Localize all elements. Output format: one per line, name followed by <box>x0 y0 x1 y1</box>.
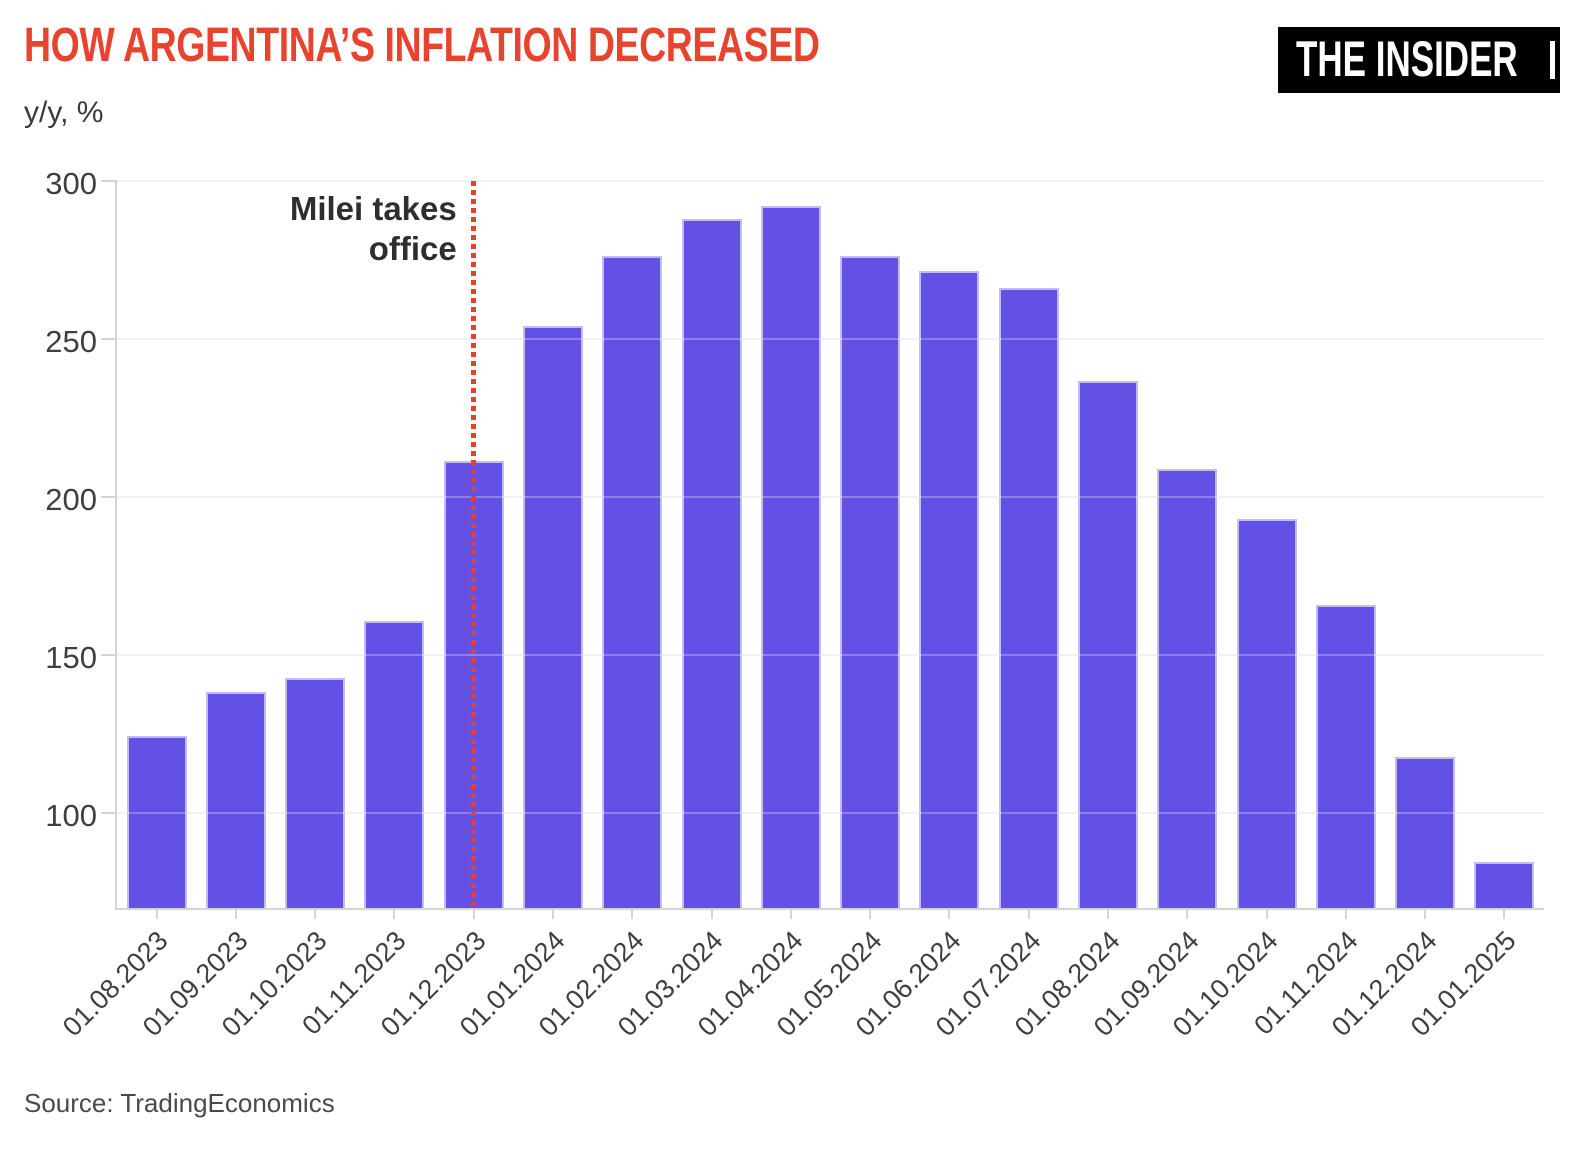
y-tick-100 <box>101 812 117 815</box>
x-tick-01.09.2023 <box>234 910 237 919</box>
bar-01.08.2023 <box>126 736 187 908</box>
x-tick-01.10.2024 <box>1265 910 1268 919</box>
bar-01.11.2023 <box>364 620 425 908</box>
y-tick-label-100: 100 <box>45 798 97 834</box>
bar-01.08.2024 <box>1077 381 1138 908</box>
y-tick-150 <box>101 654 117 657</box>
y-tick-label-200: 200 <box>45 482 97 518</box>
annotation-line2: office <box>368 230 457 267</box>
bar-01.09.2024 <box>1157 468 1218 908</box>
bar-01.06.2024 <box>919 271 980 908</box>
bar-01.05.2024 <box>840 255 901 908</box>
gridline-overlay-250 <box>117 338 1544 341</box>
x-tick-01.11.2024 <box>1344 910 1347 919</box>
x-tick-01.07.2024 <box>1027 910 1030 919</box>
bar-01.04.2024 <box>760 205 821 908</box>
x-tick-01.01.2025 <box>1503 910 1506 919</box>
bar-01.09.2023 <box>205 692 266 908</box>
x-axis-line <box>115 908 1544 910</box>
x-tick-01.09.2024 <box>1186 910 1189 919</box>
logo-cursor-bar <box>1550 41 1555 79</box>
annotation-line1: Milei takes <box>289 190 457 227</box>
y-tick-label-150: 150 <box>45 640 97 676</box>
y-axis-line <box>115 181 117 910</box>
x-tick-01.01.2024 <box>552 910 555 919</box>
y-tick-label-300: 300 <box>45 166 97 201</box>
gridline-300 <box>117 180 1544 182</box>
bar-01.10.2024 <box>1236 519 1297 908</box>
y-tick-300 <box>101 180 117 182</box>
bar-01.11.2024 <box>1315 604 1376 908</box>
bar-01.02.2024 <box>602 256 663 908</box>
gridline-overlay-100 <box>117 812 1544 815</box>
x-tick-01.08.2023 <box>155 910 158 919</box>
milei-annotation: Milei takes office <box>290 189 457 269</box>
gridline-overlay-300 <box>117 180 1544 182</box>
y-tick-250 <box>101 338 117 341</box>
x-tick-01.11.2023 <box>393 910 396 919</box>
y-tick-200 <box>101 496 117 499</box>
plot-area: Milei takes office <box>115 180 1544 910</box>
x-tick-01.06.2024 <box>948 910 951 919</box>
bar-01.01.2025 <box>1474 862 1535 908</box>
gridline-overlay-200 <box>117 496 1544 499</box>
y-axis-unit-label: y/y, % <box>24 96 104 129</box>
x-tick-01.08.2024 <box>1106 910 1109 919</box>
gridline-overlay-150 <box>117 654 1544 657</box>
bar-01.12.2024 <box>1395 756 1456 908</box>
gridline-250 <box>117 338 1544 341</box>
x-tick-01.12.2024 <box>1424 910 1427 919</box>
bar-01.10.2023 <box>285 678 346 908</box>
bar-01.01.2024 <box>523 325 584 908</box>
x-tick-01.02.2024 <box>631 910 634 919</box>
x-tick-01.05.2024 <box>869 910 872 919</box>
gridline-200 <box>117 496 1544 499</box>
bar-01.07.2024 <box>998 288 1059 908</box>
x-tick-01.03.2024 <box>710 910 713 919</box>
milei-event-marker-line <box>471 181 477 908</box>
source-note: Source: TradingEconomics <box>24 1088 335 1118</box>
gridline-150 <box>117 654 1544 657</box>
the-insider-logo: THE INSIDER <box>1278 27 1560 93</box>
logo-text: THE INSIDER <box>1296 30 1518 87</box>
bar-01.03.2024 <box>681 219 742 908</box>
chart-title: HOW ARGENTINA’S INFLATION DECREASED <box>24 19 820 72</box>
x-tick-01.10.2023 <box>314 910 317 919</box>
x-tick-01.12.2023 <box>472 910 475 919</box>
gridline-100 <box>117 812 1544 815</box>
y-tick-label-250: 250 <box>45 324 97 360</box>
x-tick-01.04.2024 <box>789 910 792 919</box>
